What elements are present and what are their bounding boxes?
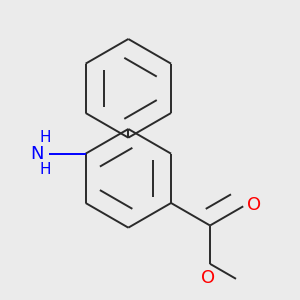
Text: H: H: [40, 162, 51, 177]
Text: O: O: [201, 269, 215, 287]
Text: O: O: [247, 196, 261, 214]
Text: N: N: [30, 145, 44, 163]
Text: H: H: [40, 130, 51, 145]
